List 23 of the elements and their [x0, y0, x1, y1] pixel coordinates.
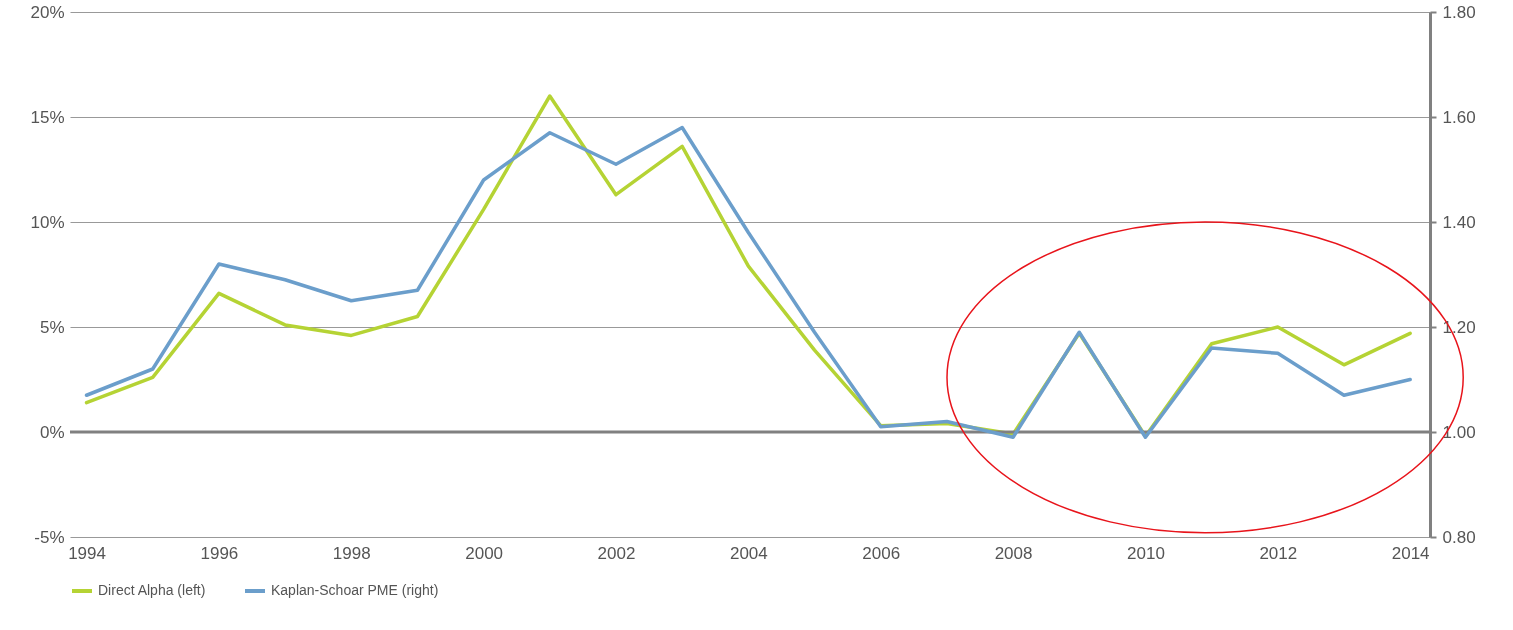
x-tick-label: 2008 [994, 543, 1033, 563]
y2-tick-label: 1.40 [1442, 212, 1476, 232]
x-tick-label: 2002 [597, 543, 636, 563]
legend-label: Direct Alpha (left) [98, 582, 206, 598]
x-tick-label: 2014 [1391, 543, 1430, 563]
y-tick-label: 5% [39, 317, 65, 337]
x-tick-label: 1998 [332, 543, 371, 563]
x-tick-label: 2004 [729, 543, 768, 563]
y2-tick-label: 1.60 [1442, 107, 1476, 127]
x-tick-label: 2012 [1259, 543, 1298, 563]
y2-tick-label: 1.80 [1442, 2, 1476, 22]
y-tick-label: 20% [30, 2, 65, 22]
x-tick-label: 2006 [862, 543, 901, 563]
y2-tick-label: 0.80 [1442, 527, 1476, 547]
x-tick-label: 2000 [465, 543, 504, 563]
x-tick-label: 2010 [1127, 543, 1165, 563]
x-tick-label: 1994 [68, 543, 106, 563]
y-tick-label: 0% [39, 422, 65, 442]
y-tick-label: 10% [30, 212, 65, 232]
legend-label: Kaplan-Schoar PME (right) [271, 582, 439, 598]
x-tick-label: 1996 [200, 543, 239, 563]
y-tick-label: -5% [34, 527, 65, 547]
y-tick-label: 15% [30, 107, 65, 127]
